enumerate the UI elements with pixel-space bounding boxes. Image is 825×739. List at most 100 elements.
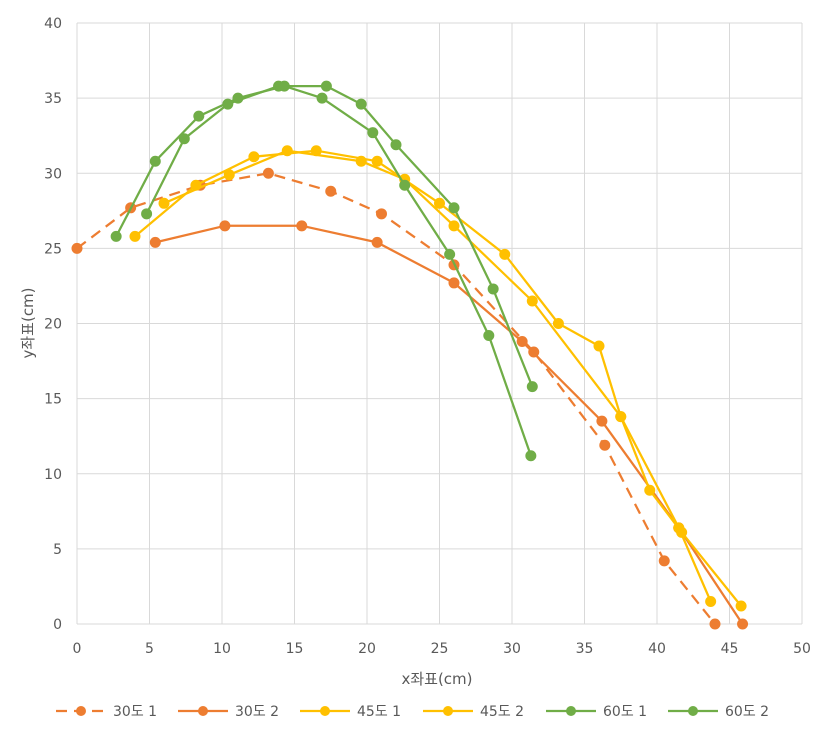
y-tick-label: 25 <box>44 241 62 257</box>
data-point <box>193 110 205 122</box>
data-point <box>355 155 367 167</box>
legend-marker <box>566 706 576 716</box>
legend-label: 45도 2 <box>480 704 524 720</box>
legend-item: 45도 2 <box>423 704 524 720</box>
series-line <box>145 84 534 388</box>
y-tick-label: 5 <box>53 542 62 558</box>
data-point <box>219 220 231 232</box>
data-point <box>705 595 717 607</box>
legend: 30도 1 30도 2 45도 1 45도 2 60도 1 60도 2 <box>56 704 769 720</box>
x-tick-label: 45 <box>721 641 739 657</box>
legend-item: 60도 1 <box>546 704 647 720</box>
data-point <box>316 92 328 104</box>
data-point <box>149 236 161 248</box>
data-point <box>371 155 383 167</box>
data-point <box>526 295 538 307</box>
data-point <box>552 318 564 329</box>
data-point <box>178 133 190 145</box>
series-2 <box>149 220 749 630</box>
data-point <box>487 283 499 295</box>
data-point <box>223 169 235 181</box>
data-point <box>248 151 260 163</box>
data-point <box>444 248 456 260</box>
series-5 <box>141 80 538 393</box>
y-tick-label: 20 <box>44 317 62 333</box>
x-tick-label: 5 <box>145 641 154 657</box>
data-point <box>709 618 721 630</box>
data-point <box>371 236 383 248</box>
x-tick-label: 50 <box>793 641 811 657</box>
x-tick-label: 10 <box>213 641 231 657</box>
legend-item: 30도 1 <box>56 704 157 720</box>
y-tick-label: 15 <box>44 392 62 408</box>
data-point <box>281 145 293 157</box>
series-3 <box>129 145 747 612</box>
data-point <box>658 555 670 567</box>
series-line <box>155 224 744 625</box>
data-point <box>367 127 379 139</box>
data-point <box>516 336 528 348</box>
data-point <box>325 185 337 197</box>
legend-marker <box>320 706 330 716</box>
x-tick-label: 35 <box>576 641 594 657</box>
y-axis-title: y좌표(cm) <box>19 287 37 358</box>
x-tick-label: 25 <box>431 641 449 657</box>
data-point <box>737 618 749 630</box>
data-point <box>110 230 122 242</box>
series-line <box>134 149 742 607</box>
legend-label: 60도 1 <box>603 704 647 720</box>
data-point <box>296 220 308 232</box>
legend-marker <box>76 706 86 716</box>
series-line <box>115 84 532 457</box>
legend-label: 30도 1 <box>113 704 157 720</box>
legend-item: 30도 2 <box>178 704 279 720</box>
data-point <box>320 80 332 92</box>
series-6 <box>110 80 537 462</box>
y-tick-label: 10 <box>44 467 62 483</box>
y-tick-label: 30 <box>44 166 62 182</box>
legend-label: 60도 2 <box>725 704 769 720</box>
series-line <box>163 149 712 602</box>
data-point <box>149 155 161 167</box>
data-point <box>158 197 170 209</box>
data-point <box>71 242 83 254</box>
data-point <box>599 439 611 451</box>
x-tick-label: 0 <box>73 641 82 657</box>
legend-label: 30도 2 <box>235 704 279 720</box>
x-tick-label: 20 <box>358 641 376 657</box>
x-tick-label: 30 <box>503 641 521 657</box>
x-tick-label: 15 <box>286 641 304 657</box>
data-point <box>593 340 605 352</box>
data-point <box>499 248 511 260</box>
data-point <box>262 167 274 179</box>
data-point <box>278 80 290 92</box>
data-point <box>448 277 460 289</box>
data-point <box>483 330 495 342</box>
gridlines <box>76 22 803 625</box>
data-point <box>448 202 460 214</box>
data-point <box>434 197 445 209</box>
data-point <box>129 230 141 242</box>
data-point <box>355 98 367 110</box>
y-tick-label: 35 <box>44 91 62 107</box>
series-layer <box>71 80 749 630</box>
legend-marker <box>688 706 698 716</box>
data-point <box>141 208 153 220</box>
y-axis-ticks: 0 5 10 15 20 25 30 35 40 <box>44 16 62 633</box>
data-point <box>390 139 402 151</box>
data-point <box>526 381 538 393</box>
x-tick-label: 40 <box>648 641 666 657</box>
data-point <box>399 179 411 191</box>
data-point <box>525 450 537 462</box>
legend-item: 60도 2 <box>668 704 769 720</box>
legend-marker <box>198 706 208 716</box>
data-point <box>615 411 627 423</box>
legend-marker <box>443 706 453 716</box>
data-point <box>644 484 656 496</box>
data-point <box>673 522 685 534</box>
y-tick-label: 0 <box>53 617 62 633</box>
y-tick-label: 40 <box>44 16 62 32</box>
legend-item: 45도 1 <box>300 704 401 720</box>
x-axis-ticks: 0 5 10 15 20 25 30 35 40 45 50 <box>73 641 811 657</box>
